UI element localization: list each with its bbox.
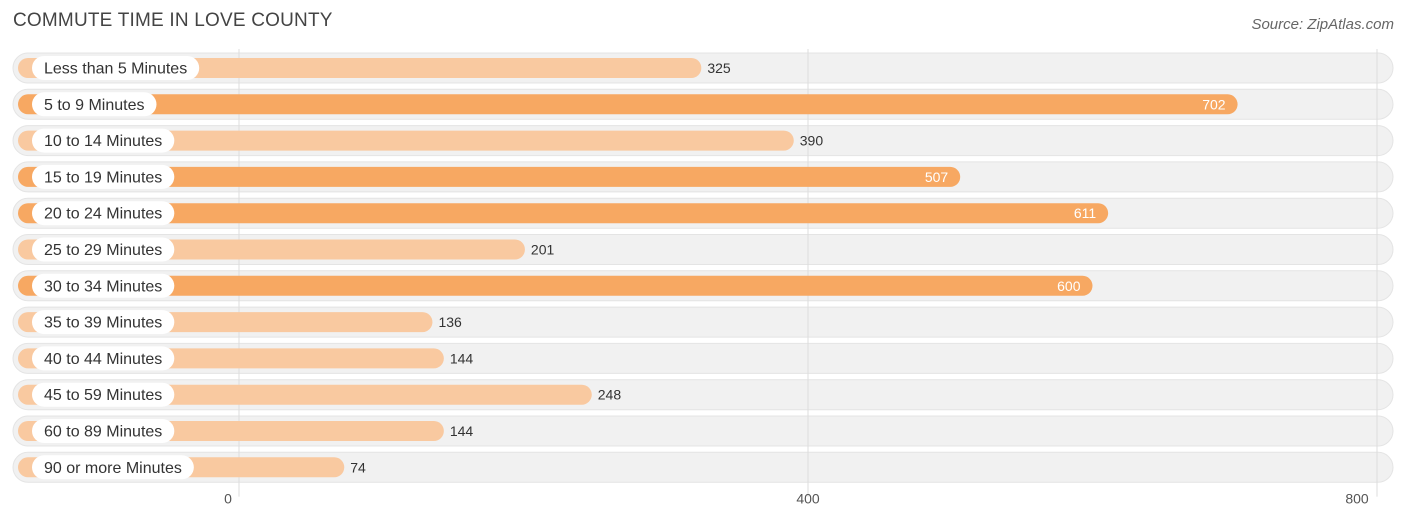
category-label-pill xyxy=(32,419,175,443)
value-label: 507 xyxy=(925,169,949,185)
category-label: 45 to 59 Minutes xyxy=(44,387,162,404)
category-label-pill xyxy=(32,273,175,298)
category-label: 15 to 19 Minutes xyxy=(44,169,162,186)
category-label-pill xyxy=(32,455,194,480)
category-label-pill xyxy=(32,346,175,371)
category-label: 25 to 29 Minutes xyxy=(44,242,162,259)
x-tick-label: 800 xyxy=(1345,491,1369,507)
category-label-pill xyxy=(32,310,175,335)
category-label-pill xyxy=(32,128,175,153)
value-label: 201 xyxy=(531,242,555,258)
category-label: 90 or more Minutes xyxy=(44,460,182,477)
value-label: 74 xyxy=(350,459,366,475)
value-label: 702 xyxy=(1202,96,1226,112)
value-label: 144 xyxy=(450,350,474,366)
value-label: 144 xyxy=(450,423,474,439)
bar xyxy=(18,166,961,187)
category-label-pill xyxy=(32,92,157,117)
category-label: 10 to 14 Minutes xyxy=(44,133,162,150)
bar xyxy=(18,275,1093,296)
category-label-pill xyxy=(32,164,175,189)
category-label: 5 to 9 Minutes xyxy=(44,97,145,114)
category-label: 30 to 34 Minutes xyxy=(44,278,162,295)
value-label: 248 xyxy=(598,387,622,403)
value-label: 325 xyxy=(707,60,731,76)
value-label: 611 xyxy=(1074,205,1097,221)
category-label: 20 to 24 Minutes xyxy=(44,206,162,223)
category-label: 40 to 44 Minutes xyxy=(44,351,162,368)
value-label: 136 xyxy=(438,314,462,330)
bar xyxy=(18,130,794,151)
bar xyxy=(18,203,1109,224)
x-tick-label: 0 xyxy=(224,491,232,507)
bar xyxy=(18,94,1238,115)
category-label: 60 to 89 Minutes xyxy=(44,424,162,441)
value-label: 390 xyxy=(800,133,824,149)
category-label-pill xyxy=(32,56,200,80)
category-label-pill xyxy=(32,237,175,262)
row-track xyxy=(12,451,1394,483)
category-label-pill xyxy=(32,382,175,407)
chart-title: COMMUTE TIME IN LOVE COUNTY xyxy=(13,10,333,31)
chart-source: Source: ZipAtlas.com xyxy=(1251,16,1394,33)
category-label: Less than 5 Minutes xyxy=(44,61,187,78)
category-label: 35 to 39 Minutes xyxy=(44,315,162,332)
category-label-pill xyxy=(32,201,175,226)
value-label: 600 xyxy=(1057,278,1081,294)
x-tick-label: 400 xyxy=(796,491,820,507)
